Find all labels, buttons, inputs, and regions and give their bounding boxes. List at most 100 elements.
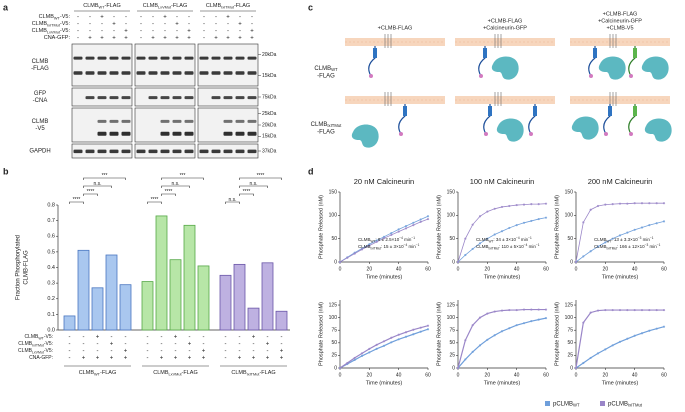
text-part: -V5: (44, 341, 53, 347)
significance-label: **** (165, 189, 173, 195)
sign: - (89, 29, 91, 35)
text-part: CLMB (594, 244, 607, 249)
x-tick-label: 20 (367, 372, 373, 378)
text-part: -FLAG (182, 370, 198, 376)
band (211, 96, 221, 100)
sign: - (147, 342, 149, 348)
sign: - (69, 335, 71, 341)
sign: - (189, 335, 191, 341)
sign: + (96, 335, 100, 341)
significance-bracket (161, 185, 190, 188)
y-tick-label: 150 (329, 189, 338, 195)
text-part: WT (371, 239, 376, 243)
band (223, 149, 233, 154)
blot-label: -V5 (35, 126, 45, 132)
sign: + (266, 356, 270, 362)
band (211, 149, 221, 154)
sign: + (110, 342, 114, 348)
significance-bracket (161, 193, 176, 196)
band (247, 56, 257, 60)
text-part: CLMB (358, 237, 371, 242)
sign: - (147, 335, 149, 341)
text-part: CLMB (39, 14, 55, 20)
sign: - (69, 356, 71, 362)
bar (63, 315, 76, 331)
sign: + (112, 22, 116, 28)
sign: + (110, 356, 114, 362)
band (109, 71, 119, 75)
text-part: LxVMut (47, 31, 61, 35)
band (73, 56, 83, 60)
x-tick-label: 40 (396, 372, 402, 378)
row-label: CNA-GFP: (29, 355, 53, 361)
sign: - (161, 335, 163, 341)
band (235, 71, 245, 75)
sign: - (281, 335, 283, 341)
sign: + (280, 349, 284, 355)
sign: - (140, 29, 142, 35)
sign: - (239, 335, 241, 341)
sign: + (187, 29, 191, 35)
x-axis-label: Time (minutes) (484, 380, 521, 386)
y-tick-label: 0.2 (47, 296, 55, 302)
band (247, 119, 257, 123)
sign: + (188, 342, 192, 348)
row-label: CNA-GFP: (44, 35, 71, 41)
panel-label: d (308, 166, 314, 176)
sign: - (203, 29, 205, 35)
band (184, 96, 194, 100)
band (199, 149, 209, 154)
band (160, 119, 170, 123)
significance-bracket (83, 185, 112, 188)
sign: - (203, 342, 205, 348)
y-tick-label: 50 (449, 340, 455, 346)
text-part: CLMB (314, 66, 331, 72)
text-part: IxITMut (247, 373, 261, 377)
text-part: CLMB (358, 244, 371, 249)
series-line (457, 203, 547, 263)
sign: - (140, 15, 142, 21)
series-line (457, 317, 547, 369)
x-axis-label: Time (minutes) (602, 274, 639, 280)
sign: - (175, 342, 177, 348)
sign: - (203, 15, 205, 21)
y-tick-label: 0 (570, 365, 573, 371)
band (109, 131, 119, 136)
text-part: −1 (657, 243, 661, 247)
sign: + (250, 36, 254, 42)
y-tick-label: 0.0 (47, 327, 55, 333)
sign: - (69, 342, 71, 348)
x-axis-label: Time (minutes) (366, 380, 403, 386)
x-tick-label: 0 (457, 266, 460, 272)
significance-bracket (225, 201, 240, 204)
y-tick-label: 50 (331, 340, 337, 346)
row-label: CLMBLxVMut-V5: (32, 28, 71, 34)
band (223, 56, 233, 60)
series-line (457, 308, 546, 369)
band (97, 71, 107, 75)
significance-bracket (69, 201, 84, 204)
significance-label: **** (87, 189, 95, 195)
band (247, 96, 257, 100)
significance-label: *** (102, 173, 108, 179)
text-part: WT (38, 336, 44, 340)
significance-label: **** (151, 197, 159, 203)
text-part: CLMB (79, 370, 95, 376)
sign: - (239, 29, 241, 35)
band (136, 149, 146, 154)
text-part: CLMB (32, 28, 48, 34)
sign: - (267, 349, 269, 355)
sign: - (101, 29, 103, 35)
y-tick-label: 0.5 (47, 249, 55, 255)
band (109, 149, 119, 154)
band (160, 71, 170, 75)
row-label: -FLAG (317, 74, 335, 80)
sign: + (238, 36, 242, 42)
text-part: CLMB (83, 3, 99, 9)
marker-label: 25kDa (262, 111, 277, 117)
sign: - (140, 36, 142, 42)
text-part: pCLMB (608, 401, 628, 407)
band (97, 96, 107, 100)
sign: + (238, 356, 242, 362)
text-part: CLMB (206, 3, 222, 9)
